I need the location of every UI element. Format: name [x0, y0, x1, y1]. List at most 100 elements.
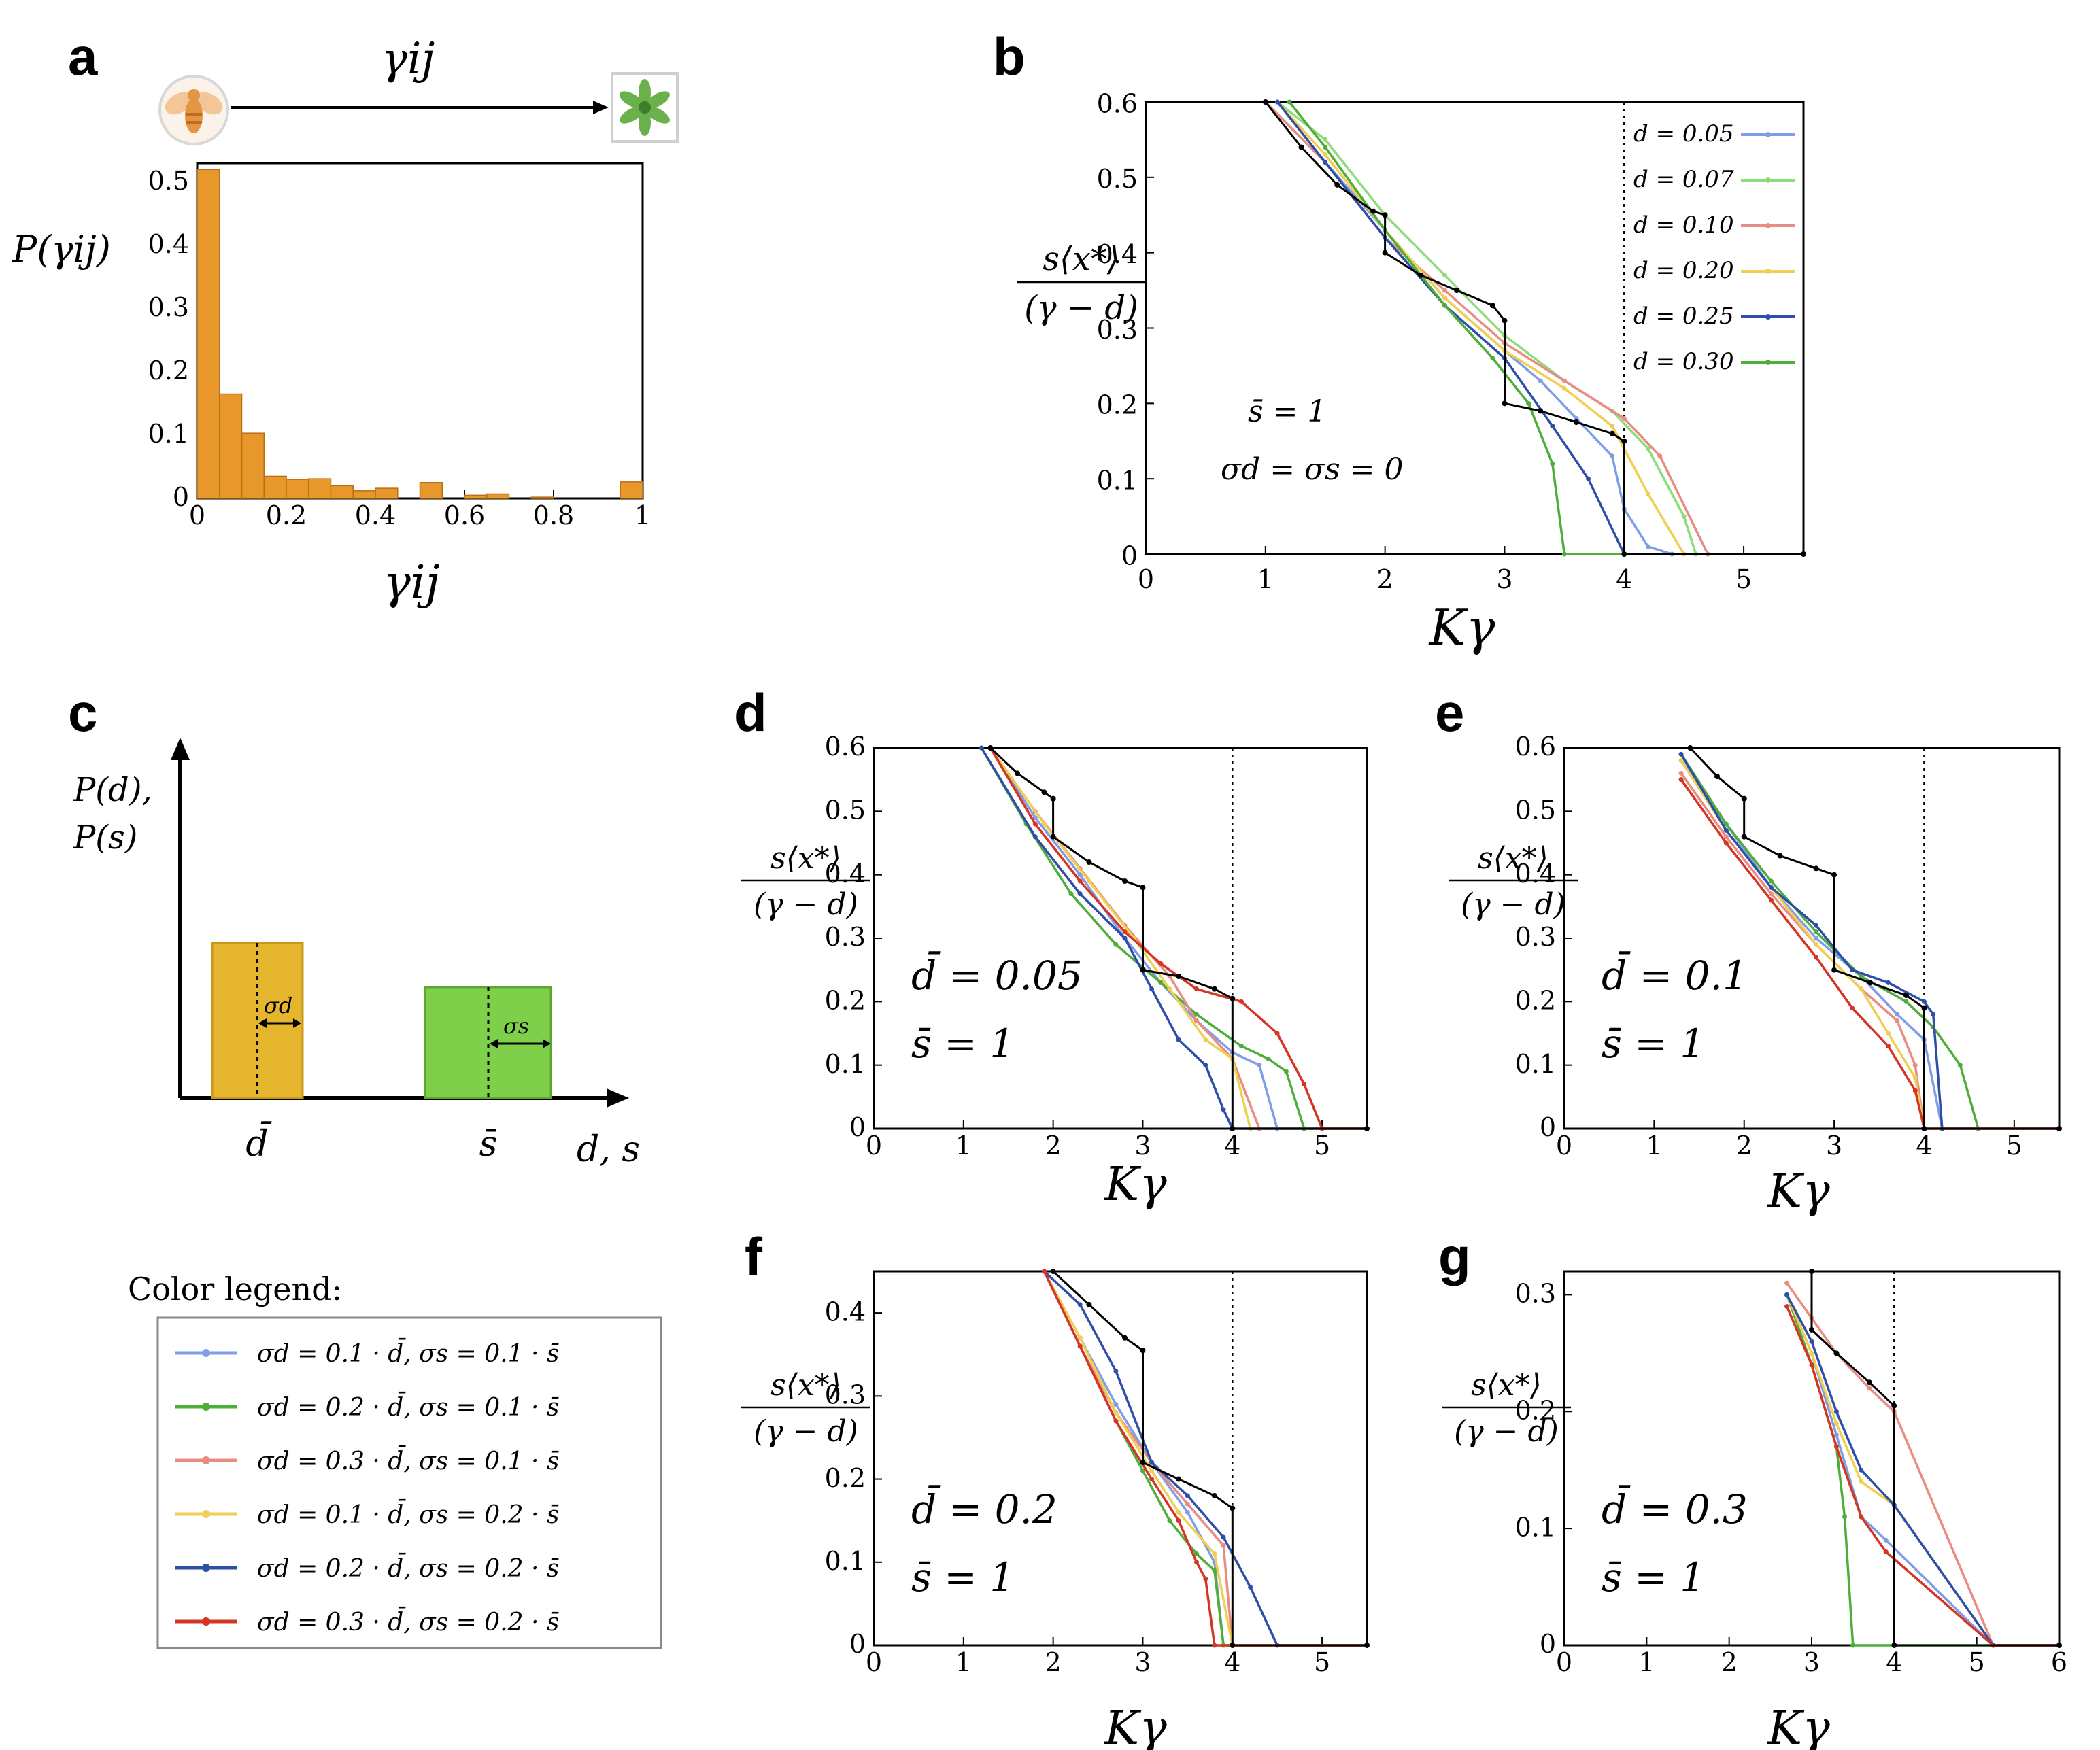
- series-point: [1185, 1501, 1190, 1507]
- series-point: [1768, 891, 1774, 897]
- series-line: [1785, 1294, 2059, 1647]
- series-point: [1574, 416, 1579, 421]
- series-point: [1382, 250, 1388, 256]
- y-axis-label-denominator: (γ − d): [1454, 1414, 1559, 1449]
- series-point: [1903, 999, 1909, 1004]
- series-point: [1912, 1088, 1918, 1093]
- y-tick-label: 0.2: [148, 356, 189, 385]
- series-point: [1784, 1304, 1790, 1309]
- y-tick-label: 0.5: [148, 166, 189, 196]
- series-point: [1262, 99, 1268, 105]
- chart-g: 0 1 2 3 4 5 6 0 0.1 0.2 0.3 Kγ s⟨x*⟩ (γ − d) d̄ = 0.3 s…: [1442, 1269, 2067, 1750]
- series-point: [1158, 980, 1164, 985]
- series-point: [1809, 1269, 1814, 1274]
- x-tick-label: 0: [1556, 1131, 1572, 1161]
- series-point: [1077, 872, 1083, 878]
- series-point: [979, 745, 984, 751]
- chart-annotation: s̄ = 1: [1602, 1554, 1705, 1600]
- x-tick-label: 1: [955, 1647, 972, 1677]
- series-point: [1850, 967, 1855, 973]
- series-point: [1831, 967, 1838, 973]
- series-point: [1287, 99, 1292, 105]
- series-point: [1678, 758, 1684, 764]
- histogram-bar: [241, 432, 265, 499]
- y-axis-label: P(γij): [12, 228, 111, 271]
- series-point: [1211, 986, 1217, 992]
- legend-marker: [202, 1510, 210, 1518]
- chart-annotation: d̄ = 0.1: [1602, 950, 1748, 999]
- series-point: [1140, 1460, 1146, 1466]
- y-tick-label: 0.5: [1515, 795, 1556, 825]
- x-tick-label: 5: [1969, 1647, 1985, 1677]
- series-point: [1859, 974, 1864, 979]
- series-point: [1833, 1444, 1839, 1449]
- chart-d: 0 1 2 3 4 5 0 0.1 0.2 0.3 0.4 0.5 0.6 Kγ s⟨x*⟩ (γ − d) d…: [741, 732, 1370, 1212]
- series-point: [1538, 408, 1544, 414]
- series-point: [1113, 1418, 1119, 1424]
- series-point: [1573, 419, 1579, 426]
- series-point: [1561, 378, 1567, 383]
- series-point: [1833, 1432, 1839, 1438]
- series-line: [989, 747, 1367, 1130]
- series-point: [1678, 770, 1684, 776]
- panel-c-y-label-2: P(s): [73, 819, 137, 857]
- y-tick-label: 0.1: [825, 1049, 866, 1079]
- series-point: [1323, 160, 1328, 165]
- series-point: [1086, 1301, 1092, 1307]
- series-line: [980, 747, 1367, 1130]
- x-tick-label: 4: [1224, 1131, 1240, 1161]
- y-tick-label: 0.2: [1515, 986, 1556, 1016]
- series-line: [1276, 101, 1803, 555]
- series-point: [1809, 1339, 1814, 1344]
- series-point: [1122, 878, 1128, 884]
- series-point: [1831, 872, 1838, 878]
- y-tick-label: 0: [173, 482, 189, 512]
- series-line: [989, 747, 1367, 1130]
- series-point: [1621, 416, 1627, 421]
- series-point: [1768, 885, 1774, 890]
- panel-a-header: γij: [158, 34, 679, 145]
- panel-letter-g: g: [1438, 1226, 1471, 1286]
- series-line: [1043, 1271, 1367, 1647]
- panel-letter-a: a: [68, 27, 98, 86]
- x-tick-label: 3: [1134, 1647, 1151, 1677]
- series-point: [1203, 1576, 1208, 1581]
- y-axis-label-denominator: (γ − d): [753, 887, 858, 922]
- reference-series-line: [1689, 747, 2059, 1130]
- legend-marker: [202, 1349, 210, 1357]
- series-point: [1678, 777, 1684, 783]
- reference-series-line: [1052, 1270, 1367, 1647]
- series-point: [1194, 1012, 1200, 1017]
- legend-entry-label: σd = 0.1 · d̄, σs = 0.2 · s̄: [257, 1499, 559, 1529]
- chart-legend-label: d = 0.07: [1633, 166, 1734, 193]
- series-point: [1842, 1514, 1848, 1520]
- series-line: [989, 747, 1367, 1130]
- series-point: [1561, 551, 1567, 557]
- series-point: [1221, 1534, 1226, 1540]
- series-point: [1645, 544, 1650, 549]
- series-point: [1814, 929, 1819, 935]
- series-point: [1886, 1044, 1891, 1049]
- x-tick-label: 5: [1314, 1131, 1330, 1161]
- x-tick-label: 2: [1045, 1647, 1062, 1677]
- x-tick-label: 3: [1134, 1131, 1151, 1161]
- series-point: [1077, 891, 1083, 897]
- x-tick-label: 2: [1045, 1131, 1062, 1161]
- legend-marker: [202, 1617, 210, 1626]
- chart-legend-label: d = 0.20: [1633, 257, 1734, 284]
- x-tick-label: 2: [1736, 1131, 1752, 1161]
- series-point: [1230, 1126, 1236, 1131]
- y-tick-label: 0.1: [148, 419, 189, 449]
- series-point: [1867, 1386, 1872, 1391]
- chart-annotation: s̄ = 1: [911, 1554, 1015, 1600]
- y-tick-label: 0.6: [1097, 88, 1138, 118]
- series-line: [1786, 1294, 2059, 1647]
- y-tick-label: 0.4: [1515, 859, 1556, 889]
- x-tick-label: 0: [1138, 564, 1154, 594]
- series-point: [1158, 961, 1164, 966]
- sigma-s-label: σs: [503, 1013, 529, 1039]
- gamma-ij-label: γij: [382, 34, 435, 84]
- y-axis-label-numerator: s⟨x*⟩: [770, 1368, 841, 1403]
- x-tick-label: 0: [1556, 1647, 1572, 1677]
